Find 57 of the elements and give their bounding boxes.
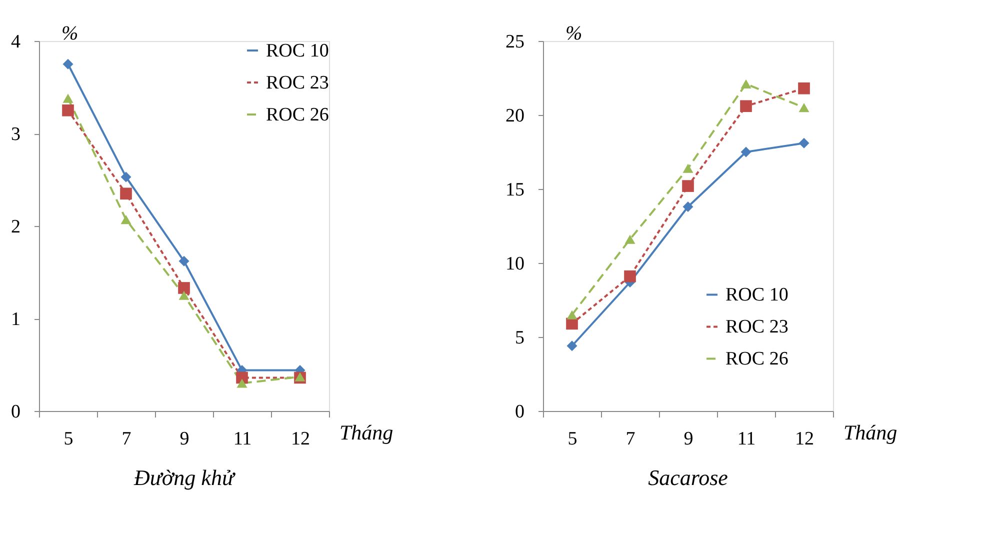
point bbox=[740, 146, 752, 158]
text: Sacarose bbox=[648, 465, 728, 490]
x-tick-label: 9 bbox=[180, 428, 190, 450]
point bbox=[682, 164, 694, 173]
y-tick-label: 3 bbox=[11, 124, 20, 145]
y-tick-label: 10 bbox=[506, 254, 524, 274]
point bbox=[566, 340, 578, 352]
point bbox=[682, 202, 694, 212]
point bbox=[566, 310, 578, 320]
x-tick-label: 12 bbox=[291, 428, 310, 450]
x-tick-label: 12 bbox=[795, 428, 814, 450]
y-tick-label: 0 bbox=[11, 402, 20, 422]
point bbox=[62, 104, 74, 116]
x-tick-label: 7 bbox=[122, 428, 132, 450]
y-tick-label: 25 bbox=[506, 32, 524, 52]
point bbox=[294, 372, 306, 382]
x-axis-title: Tháng bbox=[340, 420, 394, 444]
legend-label: ROC 26 bbox=[726, 348, 788, 370]
legend-label: ROC 23 bbox=[726, 316, 788, 338]
point bbox=[178, 256, 190, 266]
y-axis-title: % bbox=[62, 22, 78, 44]
point bbox=[62, 94, 74, 103]
y-tick-label: 20 bbox=[506, 106, 524, 126]
x-tick-label: 5 bbox=[568, 428, 578, 450]
point bbox=[120, 214, 132, 224]
point bbox=[682, 180, 694, 192]
text: Đường khử bbox=[133, 465, 236, 490]
x-axis-title: Tháng bbox=[844, 420, 898, 444]
point bbox=[740, 100, 752, 112]
point bbox=[236, 378, 248, 388]
y-tick-label: 1 bbox=[11, 309, 20, 330]
point bbox=[798, 82, 810, 94]
point bbox=[798, 103, 810, 112]
x-tick-label: 11 bbox=[233, 428, 252, 450]
y-axis-title: % bbox=[566, 22, 582, 44]
point bbox=[62, 58, 74, 70]
x-tick-label: 11 bbox=[737, 428, 756, 450]
legend-label: ROC 10 bbox=[266, 40, 329, 62]
y-tick-label: 5 bbox=[515, 328, 524, 348]
x-tick-label: 5 bbox=[64, 428, 74, 450]
point bbox=[798, 138, 810, 148]
x-tick-label: 7 bbox=[626, 428, 636, 450]
point bbox=[178, 282, 190, 294]
y-tick-label: 2 bbox=[11, 216, 20, 238]
legend-label: ROC 26 bbox=[266, 104, 329, 126]
point bbox=[624, 270, 636, 282]
x-tick-label: 9 bbox=[684, 428, 694, 450]
y-tick-label: 4 bbox=[11, 32, 21, 52]
point bbox=[624, 234, 636, 244]
legend-label: ROC 10 bbox=[726, 284, 788, 306]
point bbox=[740, 79, 752, 88]
point bbox=[178, 290, 190, 300]
point bbox=[120, 188, 132, 200]
y-tick-label: 15 bbox=[506, 180, 524, 200]
point bbox=[120, 172, 132, 182]
legend-label: ROC 23 bbox=[266, 72, 329, 94]
y-tick-label: 0 bbox=[515, 402, 524, 422]
